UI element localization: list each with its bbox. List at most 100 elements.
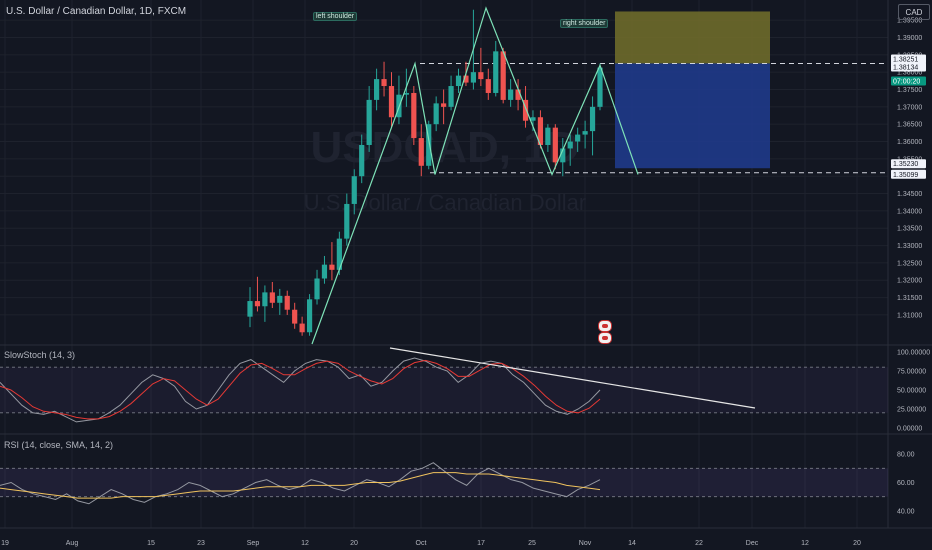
x-tick-label: 25 (528, 540, 536, 547)
candle-body (470, 72, 477, 83)
earnings-icon[interactable] (598, 320, 612, 332)
x-tick-label: 23 (197, 540, 205, 547)
y-tick-label: 1.31500 (897, 295, 922, 302)
candle-body (373, 79, 380, 100)
candle-body (306, 299, 313, 333)
dividend-icon[interactable] (598, 332, 612, 344)
symbol-title: U.S. Dollar / Canadian Dollar, 1D, FXCM (6, 6, 187, 17)
candle-body (433, 103, 439, 125)
price-label-target: 1.35099 (893, 172, 918, 179)
candle-body (597, 67, 603, 107)
candle-body (262, 292, 268, 307)
y-tick-label: 1.39000 (897, 35, 922, 42)
candle-body (515, 89, 521, 100)
price-label-entry: 1.35230 (893, 161, 918, 168)
candle-body (388, 86, 395, 118)
stoch-y-tick: 75.00000 (897, 369, 926, 376)
stoch-y-tick: 25.00000 (897, 407, 926, 414)
y-tick-label: 1.39500 (897, 18, 922, 25)
x-tick-label: Aug (66, 540, 79, 547)
stoch-line (0, 359, 601, 420)
candle-body (485, 79, 491, 93)
currency-badge[interactable]: CAD (898, 4, 930, 20)
stoch-band (0, 367, 888, 413)
take-profit-zone (615, 63, 770, 169)
right-shoulder-label[interactable]: right shoulder (560, 19, 609, 28)
x-tick-label: 20 (853, 540, 861, 547)
price-label-bg (891, 169, 926, 179)
price-label-current: 1.38134 (893, 65, 918, 72)
x-tick-label: 19 (1, 540, 9, 547)
x-tick-label: Oct (416, 540, 427, 547)
candle-body (508, 89, 514, 100)
candle-body (493, 51, 499, 93)
x-tick-label: 22 (695, 540, 703, 547)
candle-body (537, 117, 544, 145)
candle-body (426, 124, 432, 166)
candle-body (582, 131, 588, 135)
stoch-y-tick: 50.00000 (897, 388, 926, 395)
candle-body (336, 238, 342, 270)
y-tick-label: 1.33500 (897, 226, 922, 233)
candle-body (455, 75, 462, 87)
candle-body (545, 127, 551, 145)
candle-body (366, 99, 372, 145)
y-tick-label: 1.38000 (897, 70, 922, 77)
x-tick-label: 14 (628, 540, 636, 547)
candle-body (500, 51, 506, 100)
x-tick-label: Dec (746, 540, 759, 547)
stoch-y-tick: 0.00000 (897, 426, 922, 433)
candle-body (530, 117, 536, 121)
y-tick-label: 1.36000 (897, 139, 922, 146)
candle-body (560, 148, 566, 163)
y-tick-label: 1.32500 (897, 260, 922, 267)
candle-body (247, 301, 253, 317)
candle-body (344, 203, 350, 239)
stoch-trendline (389, 347, 756, 409)
stoch-pane-title: SlowStoch (14, 3) (4, 350, 76, 360)
y-tick-label: 1.37000 (897, 104, 922, 111)
y-tick-label: 1.34000 (897, 208, 922, 215)
y-tick-label: 1.31000 (897, 312, 922, 319)
rsi-y-tick: 60.00 (897, 480, 915, 487)
candle-body (299, 323, 305, 333)
price-label-bg (891, 159, 926, 169)
x-tick-label: 17 (477, 540, 485, 547)
candle-body (359, 144, 365, 177)
x-tick-label: 12 (301, 540, 309, 547)
x-tick-label: Nov (579, 540, 592, 547)
y-tick-label: 1.36500 (897, 122, 922, 129)
candle-body (575, 134, 581, 142)
candle-body (522, 99, 529, 121)
candle-body (418, 138, 424, 166)
x-tick-label: 20 (350, 540, 358, 547)
stoch-y-tick: 100.00000 (897, 350, 930, 357)
candle-body (552, 127, 558, 163)
candle-body (448, 86, 454, 107)
price-label-bg (891, 76, 926, 86)
candle-body (403, 92, 409, 95)
candle-body (567, 141, 573, 149)
left-shoulder-label[interactable]: left shoulder (313, 12, 358, 21)
price-label-bg (891, 62, 926, 72)
price-label-bg (891, 54, 926, 64)
head-shoulders-pattern (311, 6, 639, 345)
candle-body (441, 103, 447, 107)
rsi-y-tick: 80.00 (897, 452, 915, 459)
watermark-name: U.S. Dollar / Canadian Dollar (304, 190, 586, 215)
candle-body (329, 264, 335, 270)
x-tick-label: 15 (147, 540, 155, 547)
rsi-y-tick: 40.00 (897, 508, 915, 515)
rsi-line (0, 472, 601, 499)
candle-body (411, 92, 417, 139)
x-tick-label: Sep (247, 540, 260, 547)
candle-body (589, 106, 596, 132)
x-tick-label: 12 (801, 540, 809, 547)
y-tick-label: 1.37500 (897, 87, 922, 94)
y-tick-label: 1.34500 (897, 191, 922, 198)
candle-body (463, 75, 469, 83)
stop-loss-zone (615, 11, 770, 64)
candle-body (254, 301, 261, 307)
